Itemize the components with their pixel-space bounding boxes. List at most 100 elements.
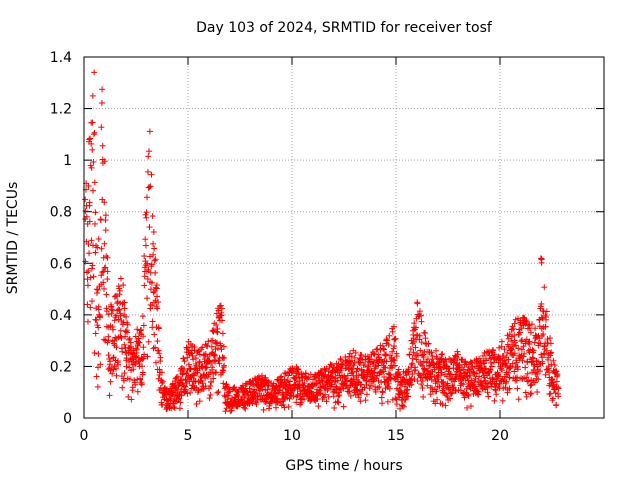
data-point [532,325,539,332]
data-point [272,404,279,411]
data-point [180,369,187,376]
data-point [429,356,436,363]
data-point [427,362,434,369]
data-point [483,357,490,364]
data-point [154,338,161,345]
data-point [362,397,369,404]
data-point [87,304,94,311]
data-point [258,372,265,379]
data-point [434,396,441,403]
data-point [515,396,522,403]
data-point [249,400,256,407]
data-point [115,306,122,313]
data-point [407,346,414,353]
data-point [420,358,427,365]
data-point [177,377,184,384]
data-point [115,316,122,323]
data-point [531,361,538,368]
data-point [534,371,541,378]
data-point [132,381,139,388]
data-point [508,346,515,353]
data-point [419,377,426,384]
data-point [259,386,266,393]
data-point [508,338,515,345]
data-point [446,365,453,372]
data-point [530,355,537,362]
data-point [343,378,350,385]
data-point [464,404,471,411]
data-point [95,236,102,243]
data-point [86,199,93,206]
data-point [265,382,272,389]
data-point [196,359,203,366]
data-point [351,354,358,361]
data-point [418,312,425,319]
y-tick-label: 1 [63,153,72,169]
data-point [316,387,323,394]
data-point [82,208,89,215]
data-point [86,250,93,257]
data-point [144,260,151,267]
data-point [139,356,146,363]
data-point [155,299,162,306]
data-point [357,381,364,388]
data-point [333,384,340,391]
data-point [219,330,226,337]
data-point [537,368,544,375]
data-point [422,335,429,342]
data-point [424,382,431,389]
data-point [278,373,285,380]
data-point [152,269,159,276]
data-point [452,388,459,395]
data-point [195,387,202,394]
data-point [90,158,97,165]
data-point [547,352,554,359]
data-point [89,119,96,126]
data-point [406,351,413,358]
data-point [182,386,189,393]
data-point [548,349,555,356]
data-point [158,377,165,384]
data-point [337,355,344,362]
data-point [438,372,445,379]
data-point [555,385,562,392]
data-point [375,377,382,384]
data-point [285,372,292,379]
data-point [106,392,113,399]
data-point [147,183,154,190]
data-point [392,335,399,342]
data-point [454,351,461,358]
data-point [464,366,471,373]
data-point [184,354,191,361]
data-point [221,362,228,369]
data-point [104,254,111,261]
data-point [94,286,101,293]
data-point [151,257,158,264]
data-point [209,327,216,334]
data-point [488,383,495,390]
data-point [490,347,497,354]
data-point [154,293,161,300]
data-point [406,368,413,375]
data-point [323,398,330,405]
data-point [505,356,512,363]
data-point [502,379,509,386]
data-point [281,404,288,411]
data-point [91,69,98,76]
data-point [503,378,510,385]
data-point [379,400,386,407]
data-point [355,378,362,385]
data-point [465,392,472,399]
data-point [296,373,303,380]
data-point [285,403,292,410]
data-point [475,391,482,398]
data-point [322,391,329,398]
data-point [431,366,438,373]
data-point [469,364,476,371]
data-point [152,284,159,291]
data-point [547,340,554,347]
data-point [208,366,215,373]
data-point [524,370,531,377]
data-point [144,194,151,201]
data-point [315,403,322,410]
